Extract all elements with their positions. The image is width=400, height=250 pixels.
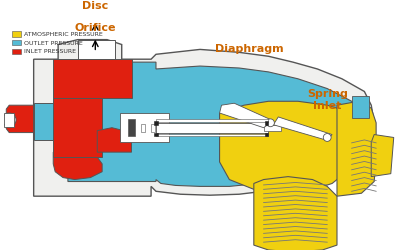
Text: Orifice: Orifice (74, 23, 116, 33)
Bar (264, 121, 268, 125)
Polygon shape (220, 101, 362, 193)
Bar (154, 121, 158, 125)
Polygon shape (84, 40, 107, 69)
Polygon shape (34, 40, 374, 196)
Bar (128, 119, 136, 136)
Bar (264, 132, 268, 136)
Bar (151, 124, 155, 132)
Bar (156, 123, 268, 132)
Polygon shape (337, 101, 376, 196)
Bar (12, 49, 21, 54)
Text: INLET PRESSURE: INLET PRESSURE (24, 49, 76, 54)
Bar (352, 96, 369, 118)
Text: OUTLET PRESSURE: OUTLET PRESSURE (24, 40, 83, 46)
Polygon shape (53, 59, 132, 98)
Bar (12, 40, 21, 46)
Circle shape (2, 113, 16, 127)
Polygon shape (6, 105, 34, 132)
Bar (12, 31, 21, 37)
Bar (4, 113, 14, 127)
Bar (120, 113, 169, 142)
Text: Disc: Disc (82, 1, 108, 11)
Bar (154, 132, 158, 136)
Bar (141, 124, 145, 132)
Text: ATMOSPHERIC PRESSURE: ATMOSPHERIC PRESSURE (24, 32, 103, 37)
Polygon shape (273, 117, 332, 140)
Circle shape (266, 119, 274, 127)
Text: Diaphragm: Diaphragm (215, 44, 283, 54)
Polygon shape (53, 98, 102, 157)
Bar (78, 40, 115, 59)
Polygon shape (53, 152, 102, 180)
Polygon shape (97, 128, 132, 152)
Polygon shape (34, 103, 68, 141)
Bar (264, 125, 281, 131)
Bar (156, 134, 268, 136)
Polygon shape (254, 176, 337, 250)
Polygon shape (220, 103, 273, 128)
Bar (156, 119, 268, 122)
Polygon shape (371, 134, 394, 176)
Text: Spring
Inlet: Spring Inlet (307, 88, 348, 111)
Circle shape (323, 134, 331, 141)
Polygon shape (68, 62, 366, 186)
